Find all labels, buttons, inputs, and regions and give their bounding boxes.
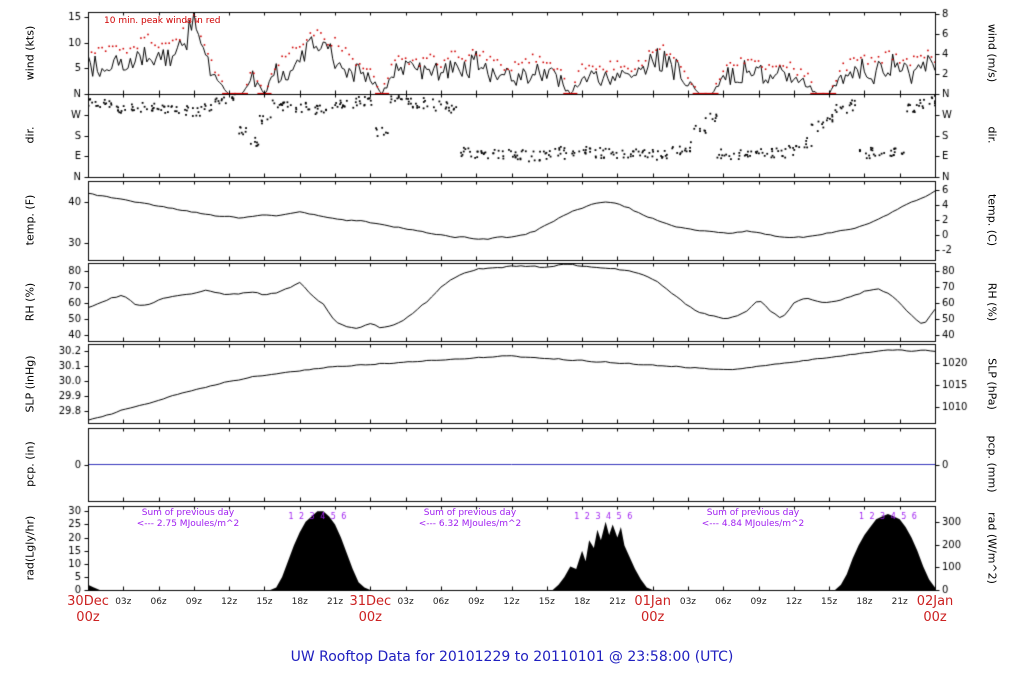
rh-right-axis-title: RH (%): [985, 282, 999, 322]
x-hour-label: 12z: [221, 597, 238, 607]
x-hour-label: 03z: [115, 597, 132, 607]
rad-sum-annotation-line1: Sum of previous day: [706, 508, 800, 518]
x-hour-label: 03z: [397, 597, 414, 607]
rad-sum-annotation-line2: <--- 2.75 MJoules/m^2: [136, 519, 240, 529]
x-hour-label: 09z: [468, 597, 485, 607]
dir-left-axis-title: dir.: [23, 126, 37, 144]
slp-right-axis-title: SLP (hPa): [985, 358, 999, 410]
x-hour-label: 12z: [503, 597, 520, 607]
pcp-left-axis-title: pcp. (in): [23, 441, 37, 487]
rad-left-axis-title: rad(Lgly/hr): [23, 515, 37, 581]
x-hour-label: 09z: [750, 597, 767, 607]
dir-right-axis-title: dir.: [985, 126, 999, 144]
wind-left-axis-title: wind (kts): [23, 25, 37, 81]
x-hour-label: 09z: [185, 597, 202, 607]
x-hour-label: 15z: [821, 597, 838, 607]
rad-sum-annotation-line1: Sum of previous day: [141, 508, 235, 518]
x-day-label: 01Jan 00z: [634, 594, 671, 625]
rad-right-axis-title: rad (W/m^2): [985, 512, 999, 584]
rad-sum-annotation-line2: <--- 6.32 MJoules/m^2: [418, 519, 522, 529]
x-hour-label: 21z: [891, 597, 908, 607]
pcp-right-axis-title: pcp. (mm): [985, 435, 999, 493]
x-hour-label: 06z: [150, 597, 167, 607]
x-day-label: 30Dec 00z: [67, 594, 109, 625]
temp-left-axis-title: temp. (F): [23, 194, 37, 246]
rad-sum-annotation: Sum of previous day <--- 6.32 MJoules/m^…: [419, 508, 521, 530]
x-day-label: 02Jan 00z: [916, 594, 954, 625]
x-hour-label: 18z: [856, 597, 873, 607]
plot-title: UW Rooftop Data for 20101229 to 20110101…: [290, 649, 734, 665]
x-hour-label: 21z: [326, 597, 344, 607]
slp-left-axis-title: SLP (inHg): [23, 355, 37, 413]
x-hour-label: 12z: [785, 597, 802, 607]
wind-right-axis-title: wind (m/s): [985, 23, 999, 83]
rad-sum-annotation-line2: <--- 4.84 MJoules/m^2: [701, 519, 805, 529]
x-hour-label: 06z: [432, 597, 449, 607]
x-hour-label: 15z: [538, 597, 555, 607]
x-hour-label: 15z: [256, 597, 273, 607]
x-hour-label: 18z: [573, 597, 591, 607]
temp-right-axis-title: temp. (C): [985, 193, 999, 247]
x-hour-label: 21z: [609, 597, 626, 607]
x-hour-label: 03z: [679, 597, 697, 607]
rad-sum-annotation: Sum of previous day <--- 4.84 MJoules/m^…: [702, 508, 804, 530]
rad-sum-annotation: Sum of previous day <--- 2.75 MJoules/m^…: [137, 508, 239, 530]
x-day-label: 31Dec 00z: [349, 594, 392, 625]
rad-sum-annotation-line1: Sum of previous day: [423, 508, 517, 518]
x-hour-label: 06z: [715, 597, 732, 607]
rh-left-axis-title: RH (%): [23, 282, 37, 322]
x-hour-label: 18z: [291, 597, 308, 607]
peak-winds-annotation: 10 min. peak winds in red: [104, 16, 221, 26]
